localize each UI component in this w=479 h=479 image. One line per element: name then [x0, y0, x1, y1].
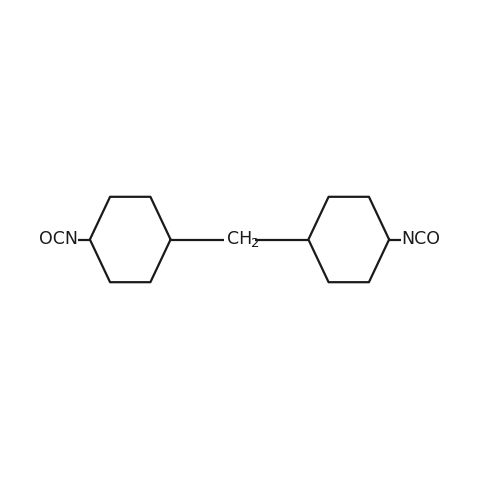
Text: NCO: NCO: [401, 230, 440, 249]
Text: CH: CH: [227, 230, 252, 249]
Text: 2: 2: [251, 238, 260, 251]
Text: OCN: OCN: [39, 230, 78, 249]
